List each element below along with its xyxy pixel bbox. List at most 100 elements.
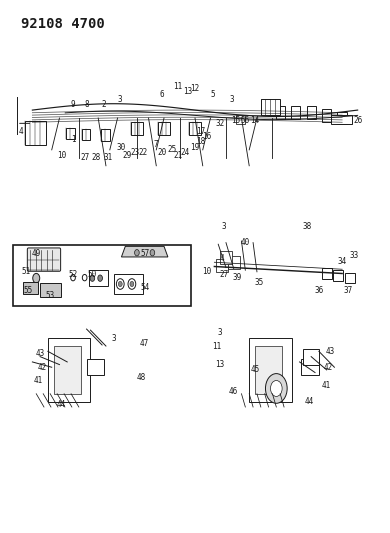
Text: 13: 13 xyxy=(216,360,225,369)
Text: 6: 6 xyxy=(160,90,165,99)
Bar xyxy=(276,107,285,119)
Text: 16: 16 xyxy=(202,132,211,141)
Text: 3: 3 xyxy=(218,328,222,337)
FancyBboxPatch shape xyxy=(27,248,60,271)
Text: 44: 44 xyxy=(305,397,314,406)
Bar xyxy=(66,127,75,139)
Text: 18: 18 xyxy=(196,138,206,147)
Bar xyxy=(220,251,232,264)
Circle shape xyxy=(135,249,139,256)
Bar xyxy=(337,112,347,124)
Bar xyxy=(261,100,280,115)
Text: 41: 41 xyxy=(322,381,331,390)
Text: 7: 7 xyxy=(154,140,159,149)
Text: 32: 32 xyxy=(216,119,225,128)
Text: 27: 27 xyxy=(220,270,229,279)
Bar xyxy=(40,284,61,297)
Text: 43: 43 xyxy=(326,347,335,356)
Bar xyxy=(322,109,331,122)
Text: 39: 39 xyxy=(233,272,242,281)
Bar xyxy=(101,129,110,141)
Text: 11: 11 xyxy=(173,82,182,91)
Text: 28: 28 xyxy=(92,154,101,163)
Text: 46: 46 xyxy=(229,386,238,395)
Text: 3: 3 xyxy=(117,95,122,104)
Bar xyxy=(301,359,319,375)
Text: 57: 57 xyxy=(140,249,149,258)
Text: 27: 27 xyxy=(80,154,89,163)
Bar xyxy=(131,122,143,135)
Bar xyxy=(307,107,316,119)
Text: 30: 30 xyxy=(117,143,126,152)
Circle shape xyxy=(271,381,282,397)
Bar xyxy=(54,346,81,394)
Text: 15: 15 xyxy=(231,116,240,125)
Bar xyxy=(331,115,352,124)
Bar xyxy=(189,122,201,135)
Text: 21: 21 xyxy=(173,151,182,160)
Bar xyxy=(87,359,104,375)
Circle shape xyxy=(90,275,95,281)
Text: 3: 3 xyxy=(222,222,226,231)
Text: 12: 12 xyxy=(190,84,200,93)
Text: 20: 20 xyxy=(158,148,167,157)
Text: 40: 40 xyxy=(241,238,250,247)
Text: 45: 45 xyxy=(250,366,260,374)
Bar xyxy=(333,270,343,281)
Text: 34: 34 xyxy=(337,257,347,265)
Text: 49: 49 xyxy=(32,249,41,258)
Text: 43: 43 xyxy=(35,350,45,359)
Text: 5: 5 xyxy=(210,90,215,99)
Text: 53: 53 xyxy=(45,291,55,300)
Text: 4: 4 xyxy=(18,127,23,136)
Text: 41: 41 xyxy=(34,376,43,385)
Text: 10: 10 xyxy=(57,151,66,160)
Bar xyxy=(158,122,170,135)
Bar xyxy=(228,256,239,269)
Text: 50: 50 xyxy=(88,270,97,279)
Circle shape xyxy=(130,281,134,287)
Text: 3: 3 xyxy=(229,95,234,104)
Bar xyxy=(291,107,300,119)
Text: 26: 26 xyxy=(353,116,362,125)
Text: 56: 56 xyxy=(241,116,250,125)
Circle shape xyxy=(33,273,40,283)
Bar xyxy=(13,245,191,306)
Bar xyxy=(89,270,108,286)
Polygon shape xyxy=(121,246,168,257)
Text: 2: 2 xyxy=(102,100,106,109)
Text: 9: 9 xyxy=(71,100,75,109)
Text: 48: 48 xyxy=(136,373,145,382)
Text: 11: 11 xyxy=(212,342,221,351)
Text: 42: 42 xyxy=(37,363,47,372)
Text: 10: 10 xyxy=(202,268,211,276)
Text: 35: 35 xyxy=(254,278,264,287)
Text: 4: 4 xyxy=(220,254,224,263)
Text: 44: 44 xyxy=(57,400,66,409)
Text: 36: 36 xyxy=(314,286,324,295)
Bar xyxy=(48,338,90,402)
Bar xyxy=(25,120,46,144)
Text: 24: 24 xyxy=(181,148,190,157)
Text: 29: 29 xyxy=(122,151,132,160)
Text: 42: 42 xyxy=(324,363,333,372)
Text: 3: 3 xyxy=(112,334,116,343)
Circle shape xyxy=(116,279,124,289)
Text: 25: 25 xyxy=(167,146,176,155)
Text: 52: 52 xyxy=(68,270,78,279)
Circle shape xyxy=(266,374,287,403)
Text: 54: 54 xyxy=(140,283,149,292)
Text: 23: 23 xyxy=(130,148,140,157)
Bar xyxy=(216,259,228,272)
Text: 8: 8 xyxy=(84,100,89,109)
Circle shape xyxy=(150,249,155,256)
Text: 13: 13 xyxy=(183,87,192,96)
Bar xyxy=(322,268,332,279)
Text: 37: 37 xyxy=(343,286,353,295)
Circle shape xyxy=(71,274,75,281)
Text: 51: 51 xyxy=(22,268,31,276)
Text: 38: 38 xyxy=(303,222,312,231)
Bar xyxy=(82,128,90,140)
Text: 14: 14 xyxy=(250,116,260,125)
Text: 22: 22 xyxy=(138,148,147,157)
